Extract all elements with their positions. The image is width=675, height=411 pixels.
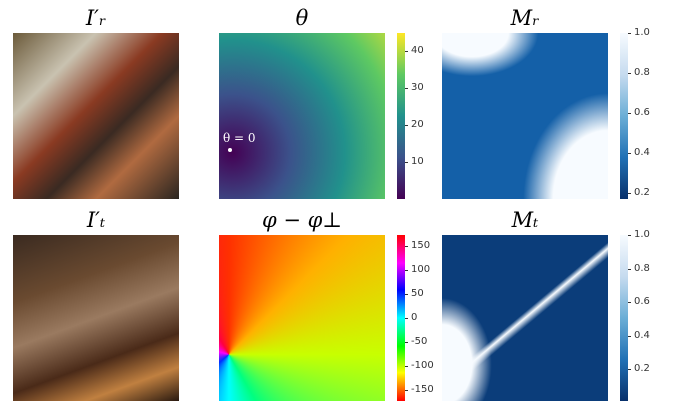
colorbar-tick — [405, 270, 408, 271]
colorbar-tick — [628, 153, 631, 154]
colorbar-tick-label: 50 — [411, 288, 424, 300]
colorbar-tick-label: 20 — [411, 119, 424, 131]
heatmap — [219, 33, 385, 199]
photo — [13, 33, 179, 199]
colorbar — [397, 33, 405, 199]
colorbar-tick — [405, 162, 408, 163]
colorbar — [620, 33, 628, 199]
figure: I′ᵣ θ θ = 0 10 20 30 40 Mᵣ 0.2 0.4 0.6 0.8 1.0 I′ₜ φ −… — [0, 0, 675, 411]
colorbar-tick-label: 100 — [411, 264, 430, 276]
colorbar-tick — [405, 246, 408, 247]
colorbar-tick — [405, 51, 408, 52]
colorbar-tick — [405, 294, 408, 295]
colorbar-tick — [628, 235, 631, 236]
colorbar-tick — [405, 390, 408, 391]
photo — [13, 235, 179, 401]
panel-title: Mₜ — [442, 208, 608, 232]
panel-title: I′ₜ — [13, 208, 179, 232]
colorbar-tick — [628, 113, 631, 114]
colorbar — [620, 235, 628, 401]
colorbar-tick — [628, 33, 631, 34]
colorbar-tick — [628, 73, 631, 74]
colorbar-tick-label: -100 — [411, 360, 434, 372]
marker — [228, 148, 232, 152]
colorbar-tick-label: 0.8 — [634, 263, 650, 275]
colorbar-tick — [405, 318, 408, 319]
heatmap — [442, 33, 608, 199]
heatmap — [442, 235, 608, 401]
panel-title: Mᵣ — [442, 6, 608, 30]
panel-title: I′ᵣ — [13, 6, 179, 30]
colorbar-tick — [405, 88, 408, 89]
colorbar-tick-label: 1.0 — [634, 27, 650, 39]
colorbar-tick-label: 10 — [411, 156, 424, 168]
panel-title: θ — [219, 6, 385, 30]
colorbar-tick — [405, 342, 408, 343]
colorbar-tick-label: 1.0 — [634, 229, 650, 241]
colorbar-tick — [628, 269, 631, 270]
annotation: θ = 0 — [223, 131, 256, 145]
colorbar-tick-label: 0.4 — [634, 147, 650, 159]
colorbar-tick-label: -150 — [411, 384, 434, 396]
colorbar-tick-label: 0.6 — [634, 107, 650, 119]
colorbar-tick — [628, 369, 631, 370]
heatmap — [219, 235, 385, 401]
colorbar-tick — [405, 125, 408, 126]
colorbar-tick-label: 40 — [411, 45, 424, 57]
colorbar-tick-label: 0.6 — [634, 296, 650, 308]
colorbar-tick — [405, 366, 408, 367]
colorbar-tick — [628, 193, 631, 194]
colorbar-tick-label: 0.8 — [634, 67, 650, 79]
colorbar-tick-label: 30 — [411, 82, 424, 94]
colorbar-tick-label: 150 — [411, 240, 430, 252]
colorbar-tick-label: 0 — [411, 312, 417, 324]
colorbar-tick-label: -50 — [411, 336, 427, 348]
colorbar — [397, 235, 405, 401]
panel-title: φ − φ⊥ — [219, 208, 385, 232]
colorbar-tick — [628, 302, 631, 303]
colorbar-tick — [628, 336, 631, 337]
colorbar-tick-label: 0.4 — [634, 330, 650, 342]
colorbar-tick-label: 0.2 — [634, 363, 650, 375]
colorbar-tick-label: 0.2 — [634, 187, 650, 199]
